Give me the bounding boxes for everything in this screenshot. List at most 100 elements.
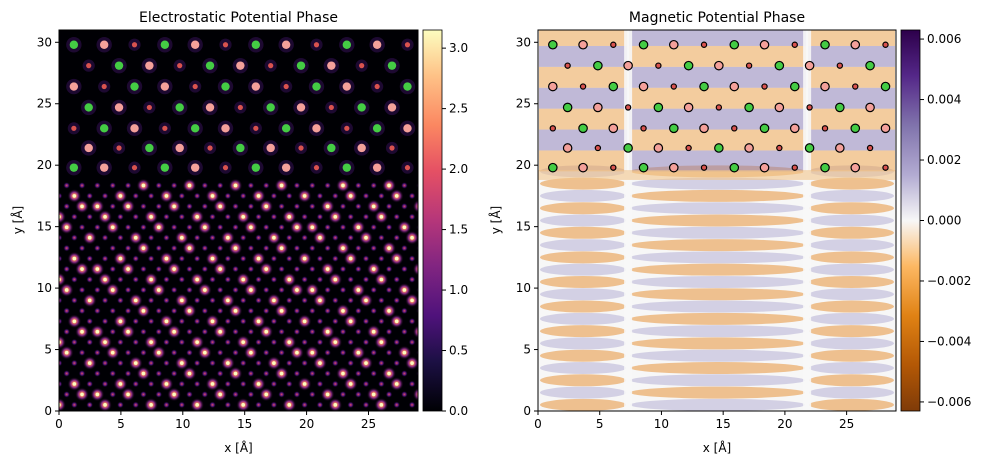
left-atom-faint [339,202,347,210]
right-field-lobe [630,288,806,301]
left-atom-faint [132,255,140,263]
left-atom-faint [316,192,324,200]
left-atom-core [287,277,292,282]
left-atom-core [279,371,284,376]
left-atom-faint [63,370,71,378]
left-atom-core [364,235,368,240]
right-atom-marker [579,83,587,90]
left-atom-faint [239,296,247,304]
left-atom-core [226,361,230,365]
right-field-lobe [809,398,894,411]
right-atom-marker [699,123,709,134]
left-atom-core [272,361,276,365]
left-atom-core [172,329,176,334]
left-cbar-tick-label: 2.5 [449,102,468,116]
left-atom-faint [185,202,193,210]
left-atom-faint [109,181,117,189]
left-atom-faint [339,349,347,357]
left-atom-faint [109,328,117,336]
right-atom-marker [640,125,647,132]
left-atom-glow [59,272,66,287]
left-atom-core [264,267,269,271]
left-atom-marker [145,61,154,70]
right-field-lobe [809,189,894,202]
left-atom-faint [400,390,408,398]
left-atom-faint [408,401,416,409]
right-field-band [808,87,895,109]
left-atom-faint [139,202,147,210]
right-atom-marker [729,162,740,173]
left-atom-core [118,319,123,324]
left-atom-core [256,382,261,386]
left-atom-core [310,350,315,355]
left-atom-faint [416,349,418,356]
left-xaxis: 0 5 10 15 20 25 [55,411,376,431]
left-atom-faint [331,317,339,325]
right-field-lobe [540,300,627,313]
left-atom-marker [190,124,200,133]
left-atom-faint [178,380,186,388]
right-ytick-label: 10 [516,281,531,295]
left-atom-faint [78,223,86,231]
left-atom-faint [63,307,71,315]
left-atom-faint [301,296,309,304]
right-field-lobe [630,189,806,202]
left-atom-marker [71,125,77,131]
left-atom-core [195,277,199,282]
left-atom-core [364,361,368,365]
right-xtick-label: 5 [596,417,604,431]
left-atom-core [87,298,92,303]
left-atom-faint [308,370,316,378]
left-atom-faint [339,223,347,231]
left-atom-core [325,267,330,271]
right-cbar-tick-label: 0.006 [927,32,961,46]
right-field-band [629,129,807,151]
left-atom-faint [185,286,193,294]
left-atom-faint [247,202,255,210]
left-atom-core [187,371,192,376]
left-atom-faint [262,349,270,357]
left-atom-faint [93,181,101,189]
left-atom-core [180,361,184,365]
right-field-lobe [809,239,894,252]
left-atom-faint [316,401,324,409]
left-atom-core [233,183,238,188]
left-atom-core [187,309,192,313]
left-xtick-label: 5 [117,417,125,431]
right-field-lobe [630,300,806,313]
right-field-lobe [809,275,894,288]
right-xtick-label: 20 [777,417,792,431]
left-atom-core [87,361,92,365]
right-ytick-label: 20 [516,158,531,172]
left-atom-marker [190,40,200,49]
left-atom-faint [377,317,385,325]
right-field-lobe [809,202,894,215]
left-atom-faint [331,296,339,304]
left-atom-core [195,215,199,219]
left-atom-faint [324,307,332,315]
right-field-lobe [630,325,806,338]
left-atom-faint [209,275,217,283]
left-atom-faint [178,338,186,346]
left-atom-faint [78,181,86,189]
left-atom-faint [70,338,78,346]
left-cbar-tick-label: 2.0 [449,162,468,176]
left-atom-faint [278,202,286,210]
right-atom-marker [670,83,677,90]
left-atom-marker [131,165,138,171]
left-atom-faint [370,307,378,315]
left-atom-core [241,340,246,344]
left-atom-faint [59,359,63,367]
left-atom-faint [155,202,163,210]
left-atom-core [264,392,269,397]
left-atom-marker [221,124,230,133]
left-atom-core [325,204,330,209]
left-atom-core [371,204,376,209]
left-ytick-label: 30 [37,35,52,49]
left-atom-faint [262,370,270,378]
left-atom-faint [316,380,324,388]
left-atom-faint [362,255,370,263]
left-atom-faint [101,296,109,304]
right-atom-marker [638,81,649,92]
left-atom-marker [86,63,92,69]
